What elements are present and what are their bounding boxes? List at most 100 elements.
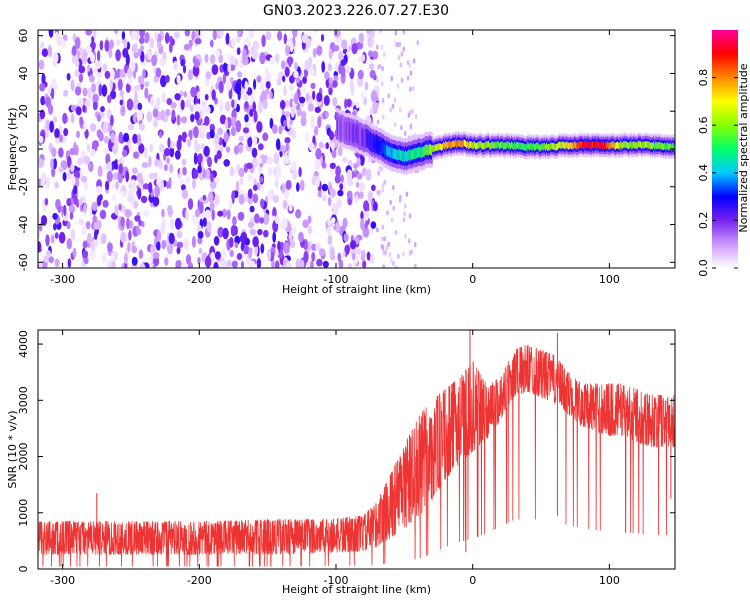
noise-cell xyxy=(347,198,353,206)
noise-cell xyxy=(171,38,175,46)
signal-cell xyxy=(501,141,503,149)
noise-cell xyxy=(82,87,88,97)
signal-cell xyxy=(518,142,521,150)
noise-cell xyxy=(132,133,138,144)
noise-cell xyxy=(351,43,358,55)
noise-cell xyxy=(110,132,115,144)
noise-cell xyxy=(402,251,405,257)
noise-cell xyxy=(104,40,110,52)
signal-cell xyxy=(437,143,440,151)
noise-cell xyxy=(187,262,194,268)
noise-cell xyxy=(41,73,46,85)
signal-cell xyxy=(653,141,655,148)
noise-cell xyxy=(363,209,369,221)
noise-cell xyxy=(298,166,302,178)
noise-cell xyxy=(253,135,258,146)
signal-cell xyxy=(523,143,525,151)
noise-cell xyxy=(282,217,288,230)
y-tick-label: 0 xyxy=(17,146,30,153)
noise-cell xyxy=(338,63,343,75)
signal-cell xyxy=(630,140,632,148)
signal-cell xyxy=(424,145,427,156)
signal-cell xyxy=(414,148,417,159)
noise-cell xyxy=(395,265,398,268)
noise-cell xyxy=(265,88,270,95)
signal-cell xyxy=(484,142,487,149)
noise-cell xyxy=(50,158,54,170)
signal-cell xyxy=(553,143,556,150)
signal-cell xyxy=(544,144,547,151)
x-tick-label: -100 xyxy=(324,273,349,286)
y-tick-label: 2000 xyxy=(17,443,30,471)
noise-cell xyxy=(257,101,263,114)
noise-cell xyxy=(346,190,353,199)
noise-cell xyxy=(240,232,248,243)
noise-cell xyxy=(332,203,338,210)
signal-cell xyxy=(371,137,373,148)
noise-cell xyxy=(110,252,115,262)
noise-cell xyxy=(377,170,380,176)
signal-cell xyxy=(336,120,338,132)
signal-cell xyxy=(613,142,616,150)
signal-cell xyxy=(648,141,651,149)
signal-cell xyxy=(574,141,576,148)
noise-cell xyxy=(307,225,313,235)
signal-cell xyxy=(474,142,477,150)
signal-cell xyxy=(573,142,575,149)
noise-cell xyxy=(290,105,295,118)
noise-cell xyxy=(355,194,359,204)
signal-cell xyxy=(504,142,506,149)
noise-cell xyxy=(339,183,344,191)
signal-cell xyxy=(548,143,550,151)
signal-cell xyxy=(667,142,669,150)
signal-cell xyxy=(352,128,354,139)
noise-cell xyxy=(369,69,376,79)
signal-cell xyxy=(612,141,615,148)
noise-cell xyxy=(312,48,317,58)
noise-cell xyxy=(400,77,404,83)
noise-cell xyxy=(385,245,389,251)
noise-cell xyxy=(302,219,309,228)
noise-cell xyxy=(215,49,221,58)
noise-cell xyxy=(146,111,153,123)
noise-cell xyxy=(38,213,42,226)
noise-cell xyxy=(358,191,364,199)
noise-cell xyxy=(191,213,196,221)
noise-cell xyxy=(299,179,305,192)
noise-cell xyxy=(188,39,193,48)
signal-cell xyxy=(532,142,535,150)
noise-cell xyxy=(324,71,330,80)
noise-cell xyxy=(131,186,138,193)
noise-cell xyxy=(368,63,375,70)
noise-cell xyxy=(45,234,50,247)
noise-cell xyxy=(224,118,229,130)
noise-cell xyxy=(110,260,116,268)
noise-cell xyxy=(153,256,160,267)
noise-cell xyxy=(215,82,220,90)
noise-cell xyxy=(225,146,231,153)
signal-cell xyxy=(491,141,493,149)
noise-cell xyxy=(260,243,265,254)
noise-cell xyxy=(274,215,280,224)
signal-cell xyxy=(398,149,400,160)
noise-cell xyxy=(307,215,312,224)
noise-cell xyxy=(190,105,194,113)
signal-cell xyxy=(547,144,549,151)
noise-cell xyxy=(402,30,405,35)
noise-cell xyxy=(381,245,385,251)
signal-cell xyxy=(338,121,340,132)
noise-cell xyxy=(283,85,287,97)
signal-cell xyxy=(506,141,509,148)
signal-cell xyxy=(559,141,561,149)
noise-cell xyxy=(223,62,228,72)
noise-cell xyxy=(251,147,258,158)
noise-cell xyxy=(102,63,108,72)
signal-cell xyxy=(426,144,429,156)
noise-cell xyxy=(368,50,374,58)
noise-cell xyxy=(239,177,244,186)
noise-cell xyxy=(76,49,81,60)
noise-cell xyxy=(137,102,143,111)
noise-cell xyxy=(92,93,99,102)
noise-cell xyxy=(78,65,86,74)
signal-cell xyxy=(369,136,372,147)
